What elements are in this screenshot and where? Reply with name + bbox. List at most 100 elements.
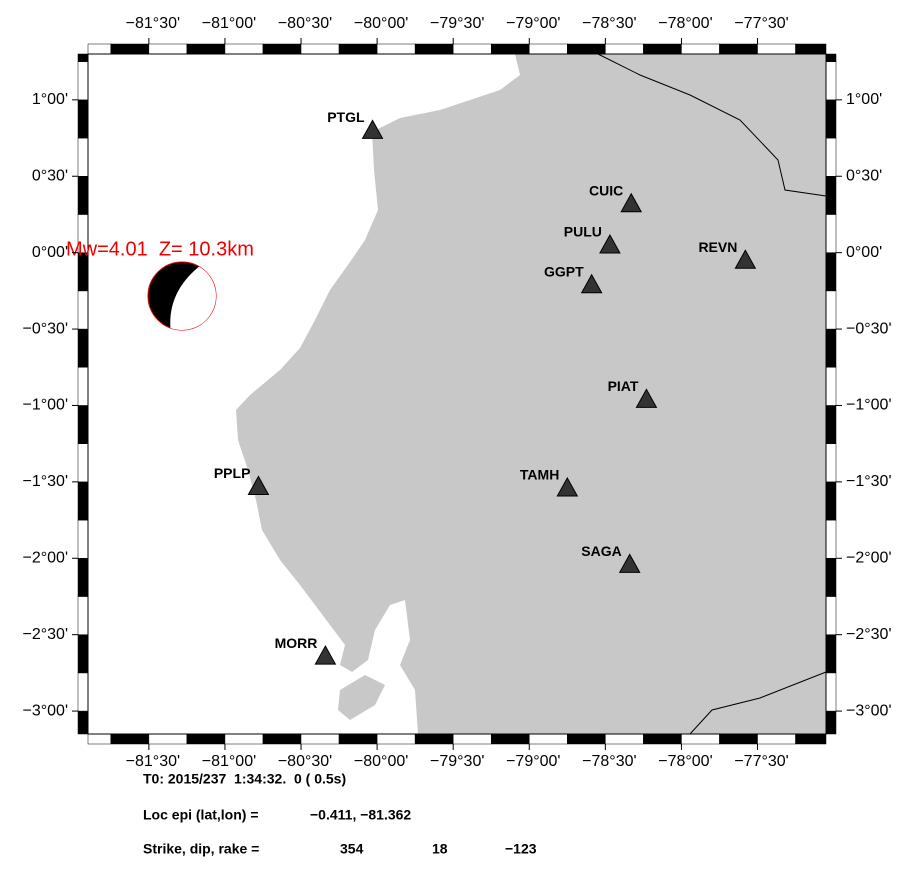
station-label: PPLP [214, 465, 251, 481]
frame-band [110, 733, 150, 745]
station-label: GGPT [544, 263, 584, 279]
station-label: PULU [564, 224, 602, 240]
frame-band [825, 481, 837, 521]
station-label: MORR [275, 635, 318, 651]
frame-band [452, 733, 492, 745]
frame-band [77, 634, 89, 674]
frame-band [825, 672, 837, 712]
frame-band [77, 99, 89, 139]
border [689, 671, 827, 735]
frame-band [338, 43, 378, 55]
frame-band [77, 443, 89, 483]
station [314, 645, 337, 665]
frame-band [77, 405, 89, 444]
frame-band [605, 733, 644, 745]
y-tick-label: −2°30' [846, 626, 892, 643]
land [236, 54, 826, 734]
frame-band [825, 405, 837, 444]
frame-band [87, 733, 112, 745]
mech-label: Strike, dip, rake = [143, 841, 259, 857]
y-tick-label: −2°30' [23, 626, 69, 643]
strike: 354 [340, 841, 364, 857]
frame-band [825, 214, 837, 253]
frame-band [148, 733, 188, 745]
x-tick-label: −79°30' [430, 753, 484, 770]
x-tick-label: −80°00' [354, 15, 408, 32]
frame-band [490, 43, 530, 55]
station [618, 553, 641, 573]
frame-band [825, 53, 837, 62]
x-tick-label: −81°00' [202, 15, 256, 32]
frame-band [825, 175, 837, 215]
frame-band [77, 710, 89, 735]
frame-band [719, 733, 758, 745]
station-label: TAMH [520, 467, 559, 483]
station-label: REVN [698, 239, 737, 255]
y-tick-label: −2°00' [23, 549, 69, 566]
station-label: CUIC [589, 182, 623, 198]
border [597, 53, 827, 197]
rake: −123 [505, 841, 537, 857]
frame-band [529, 733, 568, 745]
frame-band [186, 733, 226, 745]
x-tick-label: −81°00' [202, 753, 256, 770]
frame [77, 43, 837, 745]
x-tick-label: −78°30' [582, 15, 636, 32]
frame-band [77, 328, 89, 368]
frame-band [567, 43, 606, 55]
frame-band [77, 137, 89, 177]
x-tick-label: −80°30' [278, 753, 332, 770]
frame-band [825, 519, 837, 559]
y-tick-label: −1°30' [23, 473, 69, 490]
frame-band [825, 290, 837, 330]
loc-label: Loc epi (lat,lon) = [143, 807, 259, 823]
x-tick-label: −79°00' [506, 753, 560, 770]
x-tick-label: −77°30' [734, 15, 788, 32]
frame-band [757, 43, 796, 55]
beachball-dilatation [170, 266, 216, 331]
y-tick-label: 0°30' [32, 167, 68, 184]
frame-band [825, 634, 837, 674]
frame-band [376, 733, 416, 745]
frame-band [567, 733, 606, 745]
frame-band [224, 43, 264, 55]
station [580, 273, 603, 294]
y-tick-label: 1°00' [32, 91, 68, 108]
map-border [87, 53, 827, 735]
frame-band [757, 733, 796, 745]
frame-band [719, 43, 758, 55]
event-label: Mw=4.01 Z= 10.3km [66, 238, 254, 260]
frame-band [414, 733, 454, 745]
y-tick-label: −3°00' [23, 702, 69, 719]
x-tick-label: −79°00' [506, 15, 560, 32]
frame-band [490, 733, 530, 745]
frame-band [825, 99, 837, 139]
frame-band [77, 481, 89, 521]
frame-band [338, 733, 378, 745]
x-tick-label: −81°30' [126, 753, 180, 770]
station [599, 233, 621, 254]
frame-band [77, 672, 89, 712]
station [734, 249, 757, 269]
frame-band [300, 43, 340, 55]
origin-time: T0: 2015/237 1:34:32. 0 ( 0.5s) [143, 771, 346, 787]
x-tick-label: −78°00' [658, 753, 712, 770]
beachball [147, 261, 217, 331]
frame-band [262, 43, 302, 55]
x-tick-label: −77°30' [734, 753, 788, 770]
frame-band [148, 43, 188, 55]
frame-band [825, 137, 837, 177]
frame-band [529, 43, 568, 55]
station-label: SAGA [581, 543, 621, 559]
frame-band [414, 43, 454, 55]
y-tick-label: 0°30' [846, 167, 882, 184]
x-tick-label: −78°30' [582, 753, 636, 770]
frame-band [87, 43, 112, 55]
y-tick-label: 0°00' [32, 244, 68, 261]
frame-band [605, 43, 644, 55]
station [556, 476, 579, 497]
frame-band [262, 733, 302, 745]
x-tick-label: −80°00' [354, 753, 408, 770]
y-tick-label: −1°00' [846, 397, 892, 414]
